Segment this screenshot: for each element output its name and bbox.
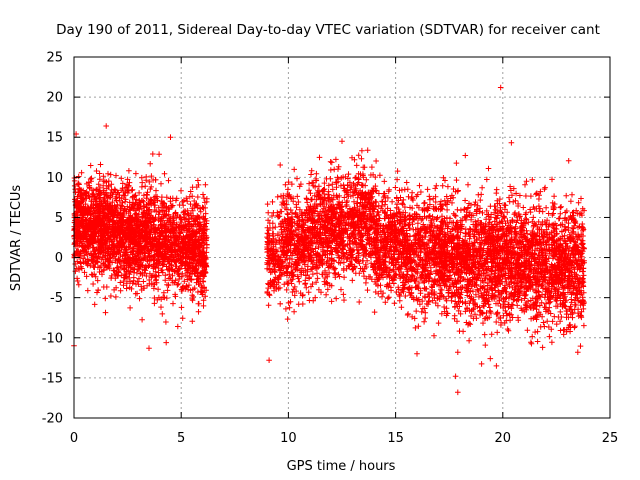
x-tick-label: 25 bbox=[602, 431, 619, 446]
x-tick-label: 5 bbox=[177, 431, 185, 446]
y-tick-label: -5 bbox=[50, 291, 63, 306]
scatter-points bbox=[71, 84, 587, 396]
x-tick-label: 15 bbox=[387, 431, 404, 446]
x-axis-label: GPS time / hours bbox=[287, 459, 396, 474]
y-tick-label: -10 bbox=[42, 331, 63, 346]
y-tick-label: 20 bbox=[46, 91, 63, 106]
data-points bbox=[71, 84, 587, 396]
y-tick-label: 10 bbox=[46, 171, 63, 186]
y-tick-label: 15 bbox=[46, 131, 63, 146]
x-tick-label: 20 bbox=[495, 431, 512, 446]
axis-ticks: 0 5 10 15 20 25 -20 -15 -10 -5 0 5 10 15 20 25 bbox=[42, 51, 619, 447]
x-tick-label: 10 bbox=[280, 431, 297, 446]
y-tick-label: -15 bbox=[42, 371, 63, 386]
x-tick-label: 0 bbox=[70, 431, 78, 446]
y-tick-label: 0 bbox=[55, 251, 63, 266]
y-axis-label: SDTVAR / TECUs bbox=[9, 185, 24, 292]
y-tick-label: -20 bbox=[42, 412, 63, 427]
chart-title: Day 190 of 2011, Sidereal Day-to-day VTE… bbox=[56, 22, 600, 38]
plot-frame bbox=[73, 56, 611, 419]
y-tick-label: 25 bbox=[46, 51, 63, 66]
y-tick-label: 5 bbox=[55, 211, 63, 226]
